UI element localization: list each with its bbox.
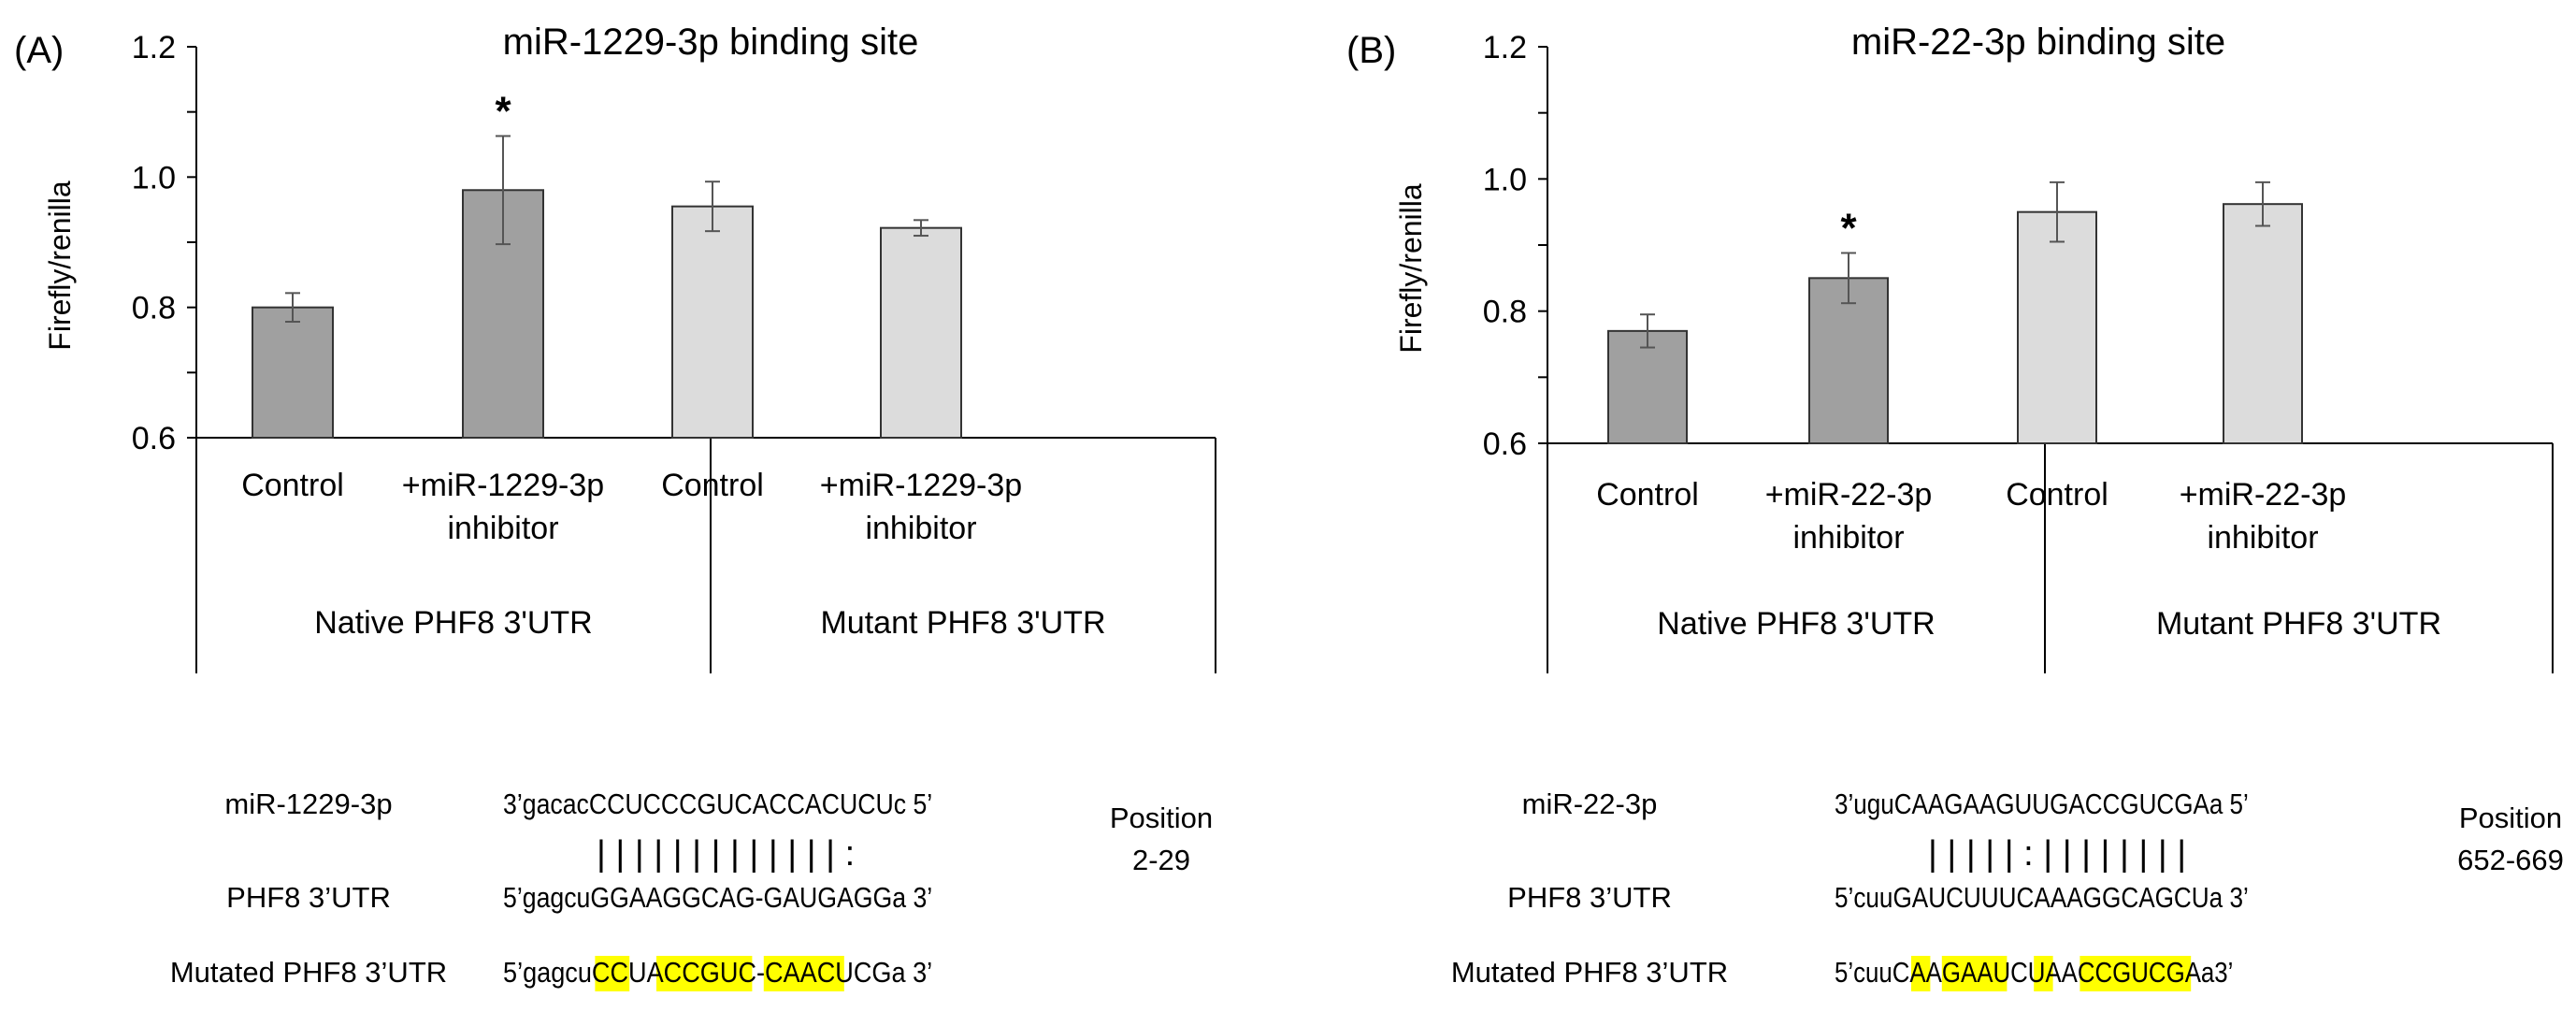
- y-axis-label: Firefly/renilla: [43, 181, 77, 351]
- base-pairing: | | | | | : | | | | | | | |: [1928, 834, 2186, 874]
- y-tick-label: 0.8: [1483, 295, 1527, 330]
- sequence: 3’uguCAAGAAGUUGACCGUCGAa 5’: [1835, 788, 2249, 820]
- sequence: 5’gagcuCCUACCGUC-CAACUCGa 3’: [503, 956, 932, 989]
- mutation-highlight: [2080, 956, 2192, 991]
- sequence: 5’cuuGAUCUUUCAAAGGCAGCUa 3’: [1835, 881, 2249, 914]
- sequence: 3’gacacCCUCCCGUCACCACUCUc 5’: [503, 788, 932, 820]
- significance-marker: *: [495, 88, 511, 134]
- x-tick-label: inhibitor: [2207, 520, 2318, 556]
- y-tick-label: 1.0: [132, 160, 176, 195]
- alignment-row-label: Mutated PHF8 3’UTR: [1451, 956, 1728, 989]
- position-label: Position: [1110, 802, 1213, 834]
- panel-label: (A): [14, 30, 64, 71]
- x-group-label: Native PHF8 3'UTR: [314, 605, 592, 641]
- x-tick-label: Control: [661, 468, 764, 503]
- x-tick-label: Control: [241, 468, 344, 503]
- chart-title: miR-1229-3p binding site: [503, 22, 919, 63]
- alignment-row-label: miR-1229-3p: [224, 788, 392, 820]
- bar: [880, 226, 962, 439]
- mutation-highlight: [656, 956, 753, 991]
- alignment-row-label: PHF8 3’UTR: [226, 881, 391, 914]
- x-tick-label: inhibitor: [865, 511, 976, 546]
- x-group-label: Native PHF8 3'UTR: [1657, 606, 1935, 642]
- y-tick-label: 1.2: [1483, 30, 1527, 65]
- x-tick-label: inhibitor: [1792, 520, 1904, 556]
- mutation-highlight: [1911, 956, 1931, 991]
- x-group-label: Mutant PHF8 3'UTR: [2156, 606, 2441, 642]
- y-tick-label: 1.2: [132, 30, 176, 65]
- position-value: 652-669: [2457, 844, 2564, 876]
- x-tick-label: +miR-1229-3p: [820, 468, 1022, 503]
- y-axis-label: Firefly/renilla: [1394, 183, 1428, 354]
- mutation-highlight: [595, 956, 630, 991]
- bar: [1607, 329, 1688, 444]
- alignment-row-label: PHF8 3’UTR: [1507, 881, 1672, 914]
- x-tick-label: +miR-22-3p: [1765, 477, 1933, 513]
- y-tick-label: 0.8: [132, 291, 176, 326]
- x-group-label: Mutant PHF8 3'UTR: [820, 605, 1105, 641]
- x-tick-label: Control: [2006, 477, 2108, 513]
- position-value: 2-29: [1132, 844, 1190, 876]
- x-tick-label: inhibitor: [447, 511, 558, 546]
- bar: [252, 306, 334, 439]
- panel-b: (B) miR-22-3p binding site 0.6 0.8 1.0 1.2 Fir…: [1346, 22, 2564, 991]
- panel-label: (B): [1346, 30, 1396, 71]
- x-tick-label: +miR-1229-3p: [402, 468, 604, 503]
- alignment-row-label: Mutated PHF8 3’UTR: [170, 956, 447, 989]
- panel-a: (A) miR-1229-3p binding site 0.6 0.8 1.0 1.2 F…: [14, 22, 1216, 991]
- position-label: Position: [2459, 802, 2562, 834]
- y-tick-label: 0.6: [132, 421, 176, 456]
- mutation-highlight: [1941, 956, 2008, 991]
- bar: [2223, 203, 2303, 444]
- bar: [1808, 277, 1889, 445]
- bar: [671, 205, 754, 439]
- mutation-highlight: [763, 956, 844, 991]
- base-pairing: | | | | | | | | | | | | | :: [597, 834, 855, 874]
- x-tick-label: Control: [1596, 477, 1699, 513]
- mutation-highlight: [2034, 956, 2053, 991]
- y-tick-label: 0.6: [1483, 426, 1527, 462]
- sequence: 5’cuuCAAGAAUCUAACCGUCGAa3’: [1835, 956, 2233, 989]
- sequence: 5’gagcuGGAAGGCAG-GAUGAGGa 3’: [503, 881, 932, 914]
- alignment-row-label: miR-22-3p: [1522, 788, 1658, 820]
- chart-title: miR-22-3p binding site: [1851, 22, 2225, 63]
- bar: [2017, 210, 2097, 444]
- x-tick-label: +miR-22-3p: [2180, 477, 2347, 513]
- significance-marker: *: [1840, 205, 1857, 251]
- y-tick-label: 1.0: [1483, 162, 1527, 197]
